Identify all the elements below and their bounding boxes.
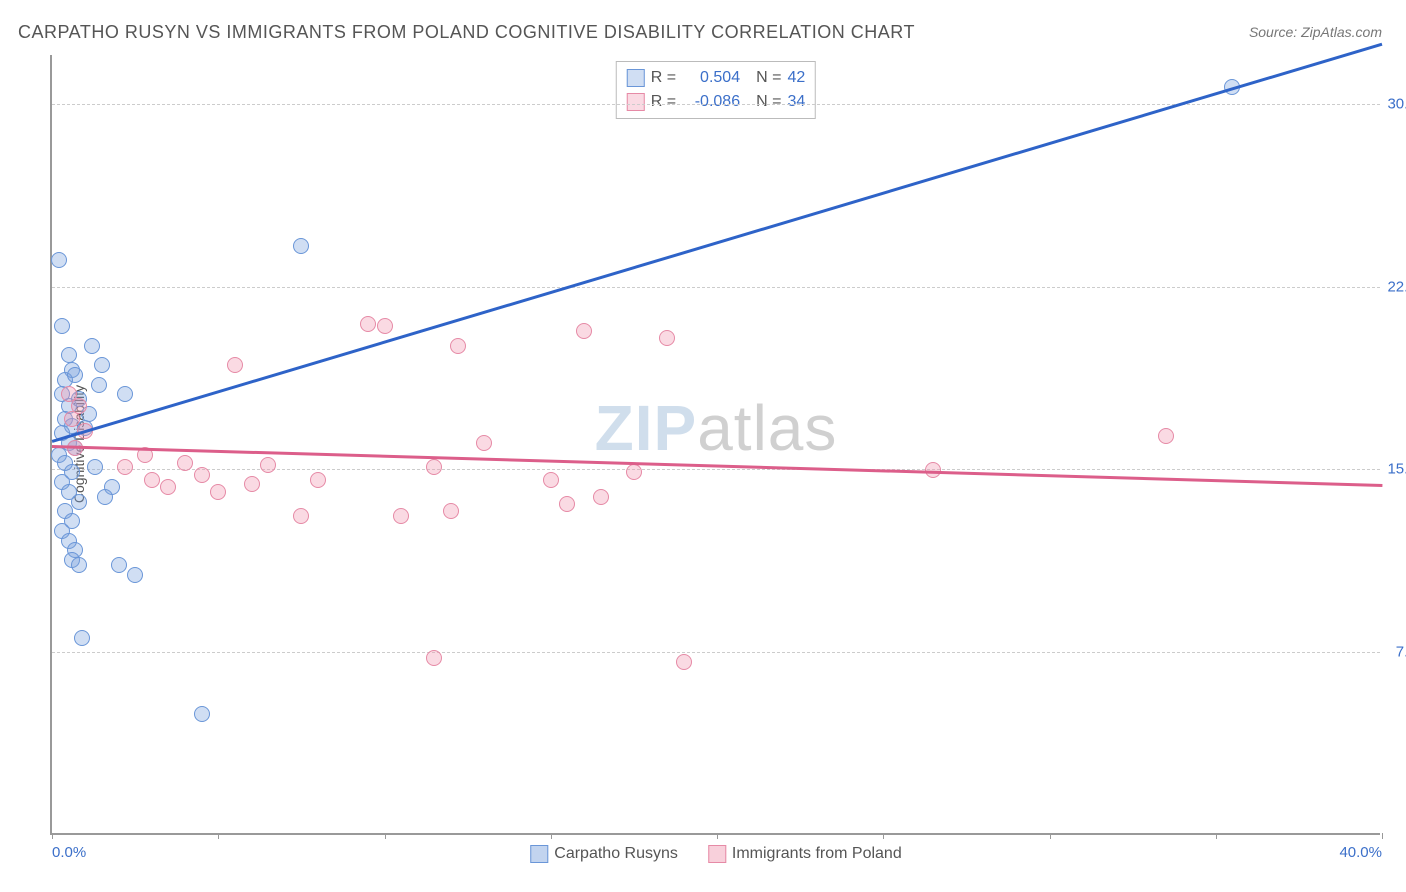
data-point (443, 503, 459, 519)
series-swatch (627, 93, 645, 111)
x-tick-label: 40.0% (1339, 844, 1382, 861)
data-point (111, 557, 127, 573)
legend-swatch (708, 845, 726, 863)
data-point (74, 630, 90, 646)
data-point (87, 459, 103, 475)
y-tick-label: 15.0% (1384, 461, 1406, 478)
r-label: R = (651, 93, 676, 111)
y-tick-label: 22.5% (1384, 278, 1406, 295)
data-point (64, 411, 80, 427)
data-point (117, 459, 133, 475)
data-point (377, 318, 393, 334)
data-point (91, 377, 107, 393)
data-point (160, 479, 176, 495)
data-point (476, 435, 492, 451)
data-point (659, 330, 675, 346)
data-point (576, 323, 592, 339)
data-point (426, 459, 442, 475)
r-value: -0.086 (682, 93, 740, 111)
y-tick-label: 7.5% (1384, 644, 1406, 661)
data-point (360, 316, 376, 332)
data-point (626, 464, 642, 480)
data-point (559, 496, 575, 512)
legend-bottom: Carpatho Rusyns Immigrants from Poland (530, 845, 901, 863)
data-point (61, 347, 77, 363)
data-point (450, 338, 466, 354)
n-label: N = (756, 69, 781, 87)
data-point (94, 357, 110, 373)
data-point (293, 238, 309, 254)
watermark-zip: ZIP (595, 392, 698, 464)
x-tick-mark (218, 833, 219, 839)
stats-row: R = -0.086 N = 34 (627, 90, 805, 114)
data-point (244, 476, 260, 492)
data-point (127, 567, 143, 583)
gridline (52, 287, 1380, 288)
watermark-atlas: atlas (697, 392, 837, 464)
data-point (194, 467, 210, 483)
n-value: 34 (787, 93, 805, 111)
data-point (84, 338, 100, 354)
x-tick-label: 0.0% (52, 844, 86, 861)
chart-title: CARPATHO RUSYN VS IMMIGRANTS FROM POLAND… (18, 22, 915, 43)
data-point (194, 706, 210, 722)
data-point (1158, 428, 1174, 444)
x-tick-mark (717, 833, 718, 839)
x-tick-mark (385, 833, 386, 839)
x-tick-mark (551, 833, 552, 839)
legend-label: Immigrants from Poland (732, 845, 902, 863)
chart-plot-area: Cognitive Disability ZIPatlas R =0.504N … (50, 55, 1380, 835)
legend-swatch (530, 845, 548, 863)
series-swatch (627, 69, 645, 87)
data-point (210, 484, 226, 500)
watermark: ZIPatlas (595, 391, 838, 465)
x-tick-mark (1050, 833, 1051, 839)
legend-item: Carpatho Rusyns (530, 845, 678, 863)
data-point (260, 457, 276, 473)
data-point (393, 508, 409, 524)
gridline (52, 652, 1380, 653)
data-point (97, 489, 113, 505)
r-label: R = (651, 69, 676, 87)
data-point (426, 650, 442, 666)
data-point (593, 489, 609, 505)
data-point (177, 455, 193, 471)
data-point (67, 367, 83, 383)
data-point (227, 357, 243, 373)
data-point (54, 318, 70, 334)
x-tick-mark (1382, 833, 1383, 839)
data-point (71, 557, 87, 573)
gridline (52, 469, 1380, 470)
data-point (117, 386, 133, 402)
stats-row: R = 0.504 N = 42 (627, 66, 805, 90)
data-point (71, 494, 87, 510)
y-tick-label: 30.0% (1384, 95, 1406, 112)
legend-item: Immigrants from Poland (708, 845, 902, 863)
n-value: 42 (787, 69, 805, 87)
data-point (676, 654, 692, 670)
r-value: 0.504 (682, 69, 740, 87)
source-label: Source: ZipAtlas.com (1249, 24, 1382, 40)
n-label: N = (756, 93, 781, 111)
data-point (310, 472, 326, 488)
data-point (51, 252, 67, 268)
legend-label: Carpatho Rusyns (554, 845, 678, 863)
stats-box: R = 0.504 N = 42 R = -0.086 N = 34 (616, 61, 816, 119)
data-point (543, 472, 559, 488)
data-point (144, 472, 160, 488)
x-tick-mark (1216, 833, 1217, 839)
data-point (293, 508, 309, 524)
x-tick-mark (52, 833, 53, 839)
x-tick-mark (883, 833, 884, 839)
